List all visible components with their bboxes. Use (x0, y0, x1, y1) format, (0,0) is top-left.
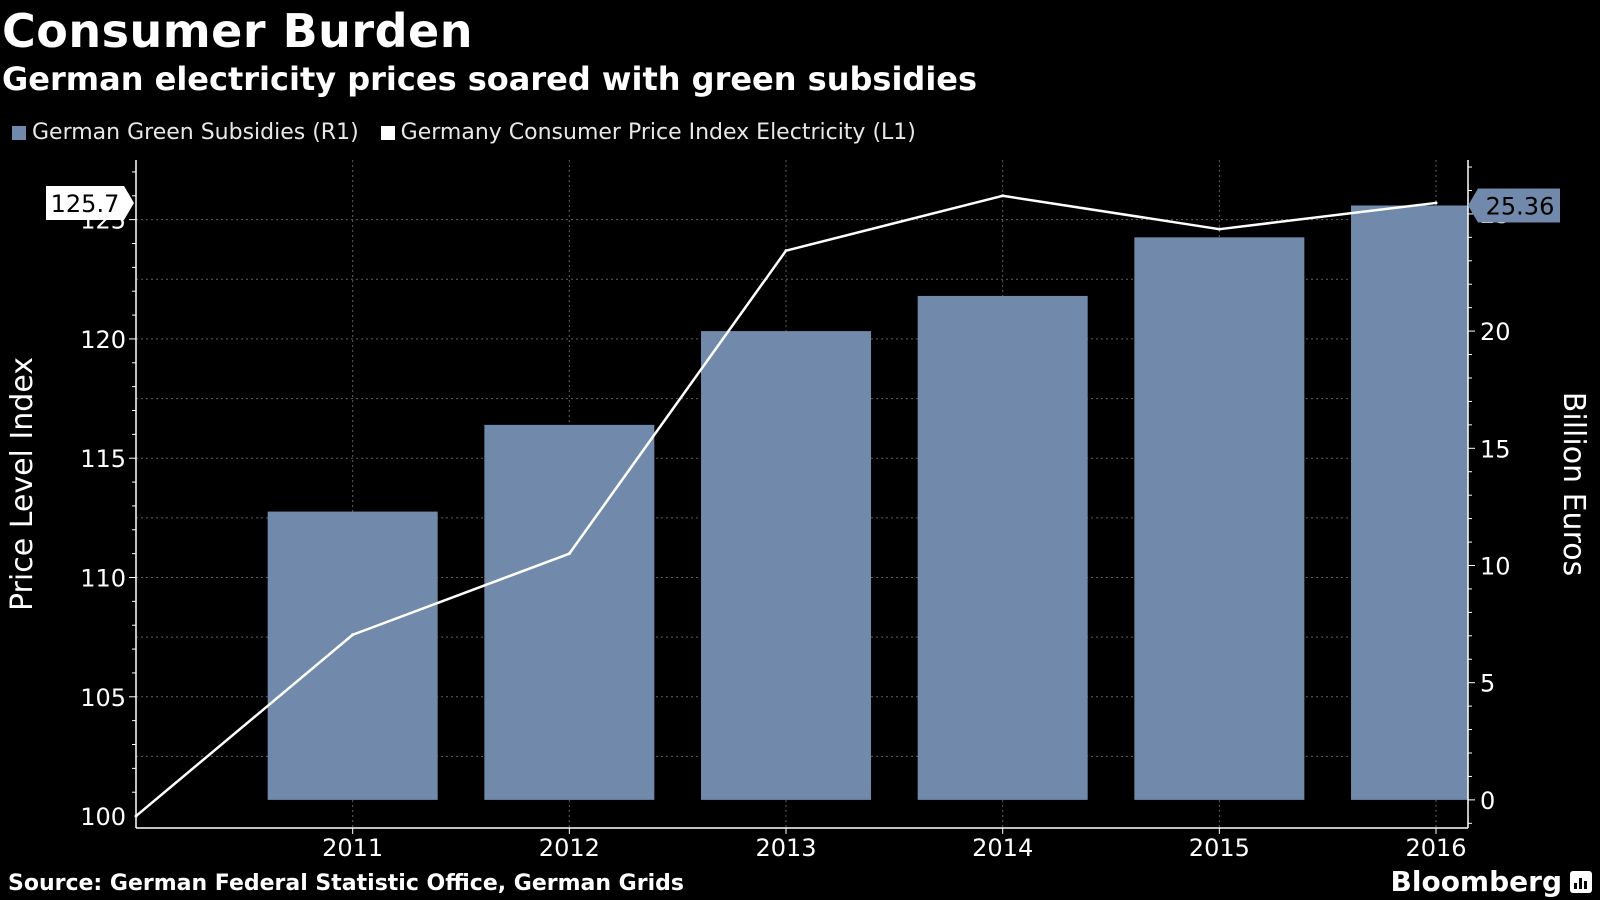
legend-label-cpi: Germany Consumer Price Index Electricity… (400, 120, 916, 145)
right-callout-box (1468, 188, 1560, 223)
right-tick-label: 5 (1480, 670, 1495, 698)
right-tick-label: 10 (1480, 552, 1511, 580)
source-note: Source: German Federal Statistic Office,… (8, 871, 684, 896)
bar-2014 (917, 295, 1088, 800)
right-tick-label: 0 (1480, 787, 1495, 815)
cpi-point-2012 (567, 552, 571, 556)
brand-name: Bloomberg (1390, 865, 1562, 898)
right-callout-value: 25.36 (1486, 192, 1555, 220)
cpi-point-2010 (134, 814, 138, 818)
legend-label-subsidies: German Green Subsidies (R1) (32, 120, 359, 145)
bar-2011 (267, 511, 438, 800)
brand-logo: Bloomberg (1391, 865, 1592, 898)
bar-2015 (1134, 237, 1305, 800)
cpi-point-2011 (351, 633, 355, 637)
right-tick-label: 15 (1480, 435, 1511, 463)
left-tick-label: 100 (80, 803, 126, 831)
bar-series (267, 205, 1468, 800)
bar-2016 (1351, 205, 1468, 800)
x-tick-label: 2016 (1405, 834, 1466, 862)
bloomberg-terminal-icon (1570, 870, 1592, 893)
legend: German Green Subsidies (R1) Germany Cons… (12, 120, 916, 145)
cpi-point-2014 (1001, 194, 1005, 198)
cpi-point-2013 (784, 249, 788, 253)
x-tick-label: 2011 (322, 834, 383, 862)
axes (129, 160, 1475, 834)
legend-item-cpi: Germany Consumer Price Index Electricity… (380, 120, 916, 145)
line-series (134, 194, 1438, 818)
x-tick-label: 2015 (1189, 834, 1250, 862)
chart-subtitle: German electricity prices soared with gr… (2, 60, 978, 98)
legend-swatch-cpi (380, 125, 395, 140)
x-tick-label: 2012 (539, 834, 600, 862)
left-tick-label: 105 (80, 684, 126, 712)
right-axis-title: Billion Euros (1556, 392, 1591, 576)
cpi-point-2015 (1217, 227, 1221, 231)
left-tick-label: 120 (80, 326, 126, 354)
left-tick-label: 110 (80, 565, 126, 593)
chart-title: Consumer Burden (2, 4, 473, 58)
left-callout-box (46, 185, 134, 220)
right-tick-label: 20 (1480, 318, 1511, 346)
left-tick-label: 115 (80, 445, 126, 473)
legend-item-subsidies: German Green Subsidies (R1) (12, 120, 359, 145)
cpi-point-2016 (1434, 201, 1438, 205)
left-callout-value: 125.7 (51, 190, 120, 218)
left-axis-title: Price Level Index (5, 357, 40, 611)
bar-2012 (484, 424, 655, 800)
x-tick-label: 2014 (972, 834, 1033, 862)
bar-2013 (701, 331, 872, 800)
value-callouts: 125.7 25.36 (46, 185, 1560, 223)
x-tick-label: 2013 (755, 834, 816, 862)
legend-swatch-subsidies (12, 125, 26, 140)
